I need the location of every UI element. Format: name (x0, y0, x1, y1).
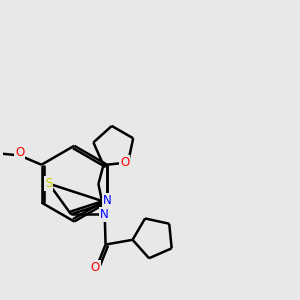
Text: N: N (103, 194, 111, 207)
Text: S: S (45, 177, 52, 190)
Text: O: O (91, 261, 100, 274)
Text: N: N (100, 208, 109, 221)
Text: O: O (120, 156, 129, 169)
Text: O: O (15, 146, 24, 159)
